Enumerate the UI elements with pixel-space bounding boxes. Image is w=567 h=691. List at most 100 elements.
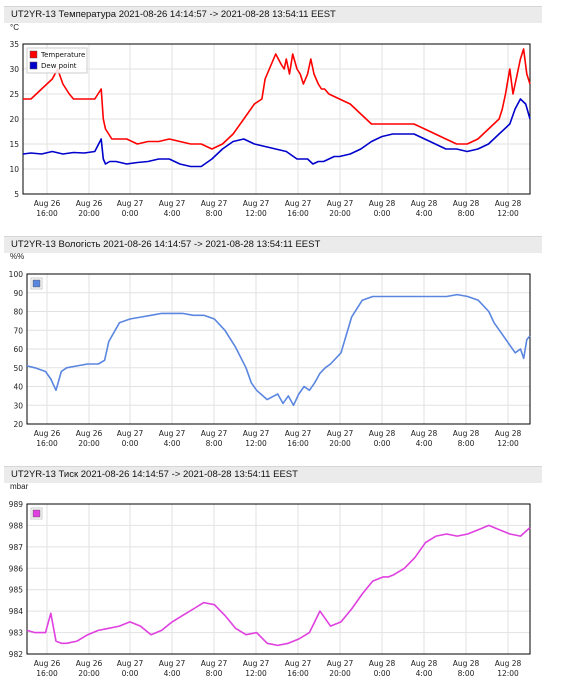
y-tick-label: 984 (9, 607, 24, 616)
x-tick-label: Aug 27 (285, 659, 312, 668)
legend-swatch (29, 61, 38, 70)
x-tick-label: Aug 27 (117, 659, 144, 668)
y-tick-label: 983 (9, 629, 24, 638)
y-tick-label: 25 (9, 90, 19, 99)
x-tick-label: 16:00 (287, 439, 309, 448)
x-tick-label: 4:00 (164, 209, 181, 218)
x-tick-label: Aug 27 (327, 199, 354, 208)
y-tick-label: 20 (13, 420, 23, 429)
x-tick-label: 20:00 (78, 439, 100, 448)
y-tick-label: 10 (9, 165, 19, 174)
y-tick-label: 988 (9, 521, 24, 530)
x-tick-label: 4:00 (416, 209, 433, 218)
y-tick-label: 15 (9, 140, 19, 149)
x-tick-label: 16:00 (36, 439, 58, 448)
x-tick-label: Aug 26 (76, 199, 103, 208)
series-line (23, 48, 531, 150)
x-tick-label: Aug 26 (34, 199, 61, 208)
x-tick-label: 8:00 (458, 669, 475, 678)
y-tick-label: 987 (9, 543, 24, 552)
x-tick-label: Aug 28 (495, 659, 522, 668)
x-tick-label: 4:00 (416, 439, 433, 448)
legend-swatch (32, 509, 41, 518)
x-tick-label: 4:00 (164, 669, 181, 678)
x-tick-label: 4:00 (164, 439, 181, 448)
chart-title-bar: UT2YR-13 Температура 2021-08-26 14:14:57… (4, 6, 542, 23)
x-tick-label: 0:00 (122, 669, 139, 678)
x-tick-label: Aug 27 (243, 659, 270, 668)
x-tick-label: 4:00 (416, 669, 433, 678)
y-tick-label: 982 (9, 650, 24, 659)
x-tick-label: 8:00 (206, 669, 223, 678)
x-tick-label: Aug 26 (34, 659, 61, 668)
x-tick-label: Aug 28 (453, 659, 480, 668)
x-tick-label: 0:00 (374, 209, 391, 218)
x-tick-label: Aug 26 (34, 429, 61, 438)
y-tick-label: 985 (9, 586, 24, 595)
chart-title-bar: UT2YR-13 Вологість 2021-08-26 14:14:57 -… (4, 236, 542, 253)
x-tick-label: 20:00 (78, 669, 100, 678)
x-tick-label: Aug 27 (243, 199, 270, 208)
x-tick-label: Aug 28 (453, 199, 480, 208)
y-tick-label: 60 (13, 345, 23, 354)
legend-swatch (32, 279, 41, 288)
x-tick-label: 8:00 (458, 439, 475, 448)
series-line (22, 98, 531, 168)
y-unit-label: °C (10, 23, 19, 32)
y-tick-label: 30 (13, 401, 23, 410)
x-tick-label: Aug 27 (117, 429, 144, 438)
y-tick-label: 30 (9, 65, 19, 74)
y-tick-label: 90 (13, 289, 23, 298)
x-tick-label: Aug 28 (411, 659, 438, 668)
x-tick-label: 20:00 (329, 669, 351, 678)
x-tick-label: 0:00 (122, 209, 139, 218)
x-tick-label: Aug 27 (327, 659, 354, 668)
y-tick-label: 989 (9, 500, 24, 509)
x-tick-label: Aug 27 (201, 659, 228, 668)
chart-title: UT2YR-13 Вологість 2021-08-26 14:14:57 -… (11, 239, 321, 250)
x-tick-label: 8:00 (458, 209, 475, 218)
y-tick-label: 100 (9, 270, 24, 279)
x-tick-label: Aug 28 (369, 429, 396, 438)
x-tick-label: Aug 26 (76, 429, 103, 438)
x-tick-label: 0:00 (374, 669, 391, 678)
y-tick-label: 80 (13, 308, 23, 317)
x-tick-label: Aug 27 (159, 429, 186, 438)
x-tick-label: 16:00 (36, 209, 58, 218)
x-tick-label: 20:00 (329, 439, 351, 448)
x-tick-label: Aug 27 (285, 199, 312, 208)
x-tick-label: Aug 27 (201, 429, 228, 438)
chart-title: UT2YR-13 Температура 2021-08-26 14:14:57… (11, 9, 336, 20)
y-tick-label: 20 (9, 115, 19, 124)
x-tick-label: 12:00 (245, 439, 267, 448)
y-unit-label: mbar (10, 482, 29, 491)
legend-swatch (29, 50, 38, 59)
plot-area (26, 503, 531, 655)
x-tick-label: 16:00 (36, 669, 58, 678)
chart-title-bar: UT2YR-13 Тиск 2021-08-26 14:14:57 -> 202… (4, 466, 542, 483)
y-tick-label: 986 (9, 564, 24, 573)
y-unit-label: %% (10, 252, 25, 261)
x-tick-label: Aug 27 (243, 429, 270, 438)
y-tick-label: 35 (9, 40, 19, 49)
x-tick-label: 16:00 (287, 669, 309, 678)
x-tick-label: Aug 27 (201, 199, 228, 208)
y-tick-label: 40 (13, 383, 23, 392)
plot-border (26, 273, 531, 425)
legend-label: Temperature (40, 51, 85, 59)
x-tick-label: 12:00 (497, 669, 519, 678)
series-line (26, 524, 531, 647)
x-tick-label: Aug 28 (369, 199, 396, 208)
x-tick-label: Aug 28 (369, 659, 396, 668)
y-tick-label: 5 (14, 190, 19, 199)
series-line (26, 293, 531, 407)
x-tick-label: 12:00 (245, 209, 267, 218)
x-tick-label: Aug 28 (495, 199, 522, 208)
x-tick-label: 8:00 (206, 209, 223, 218)
x-tick-label: Aug 28 (453, 429, 480, 438)
x-tick-label: Aug 28 (411, 429, 438, 438)
x-tick-label: 20:00 (329, 209, 351, 218)
